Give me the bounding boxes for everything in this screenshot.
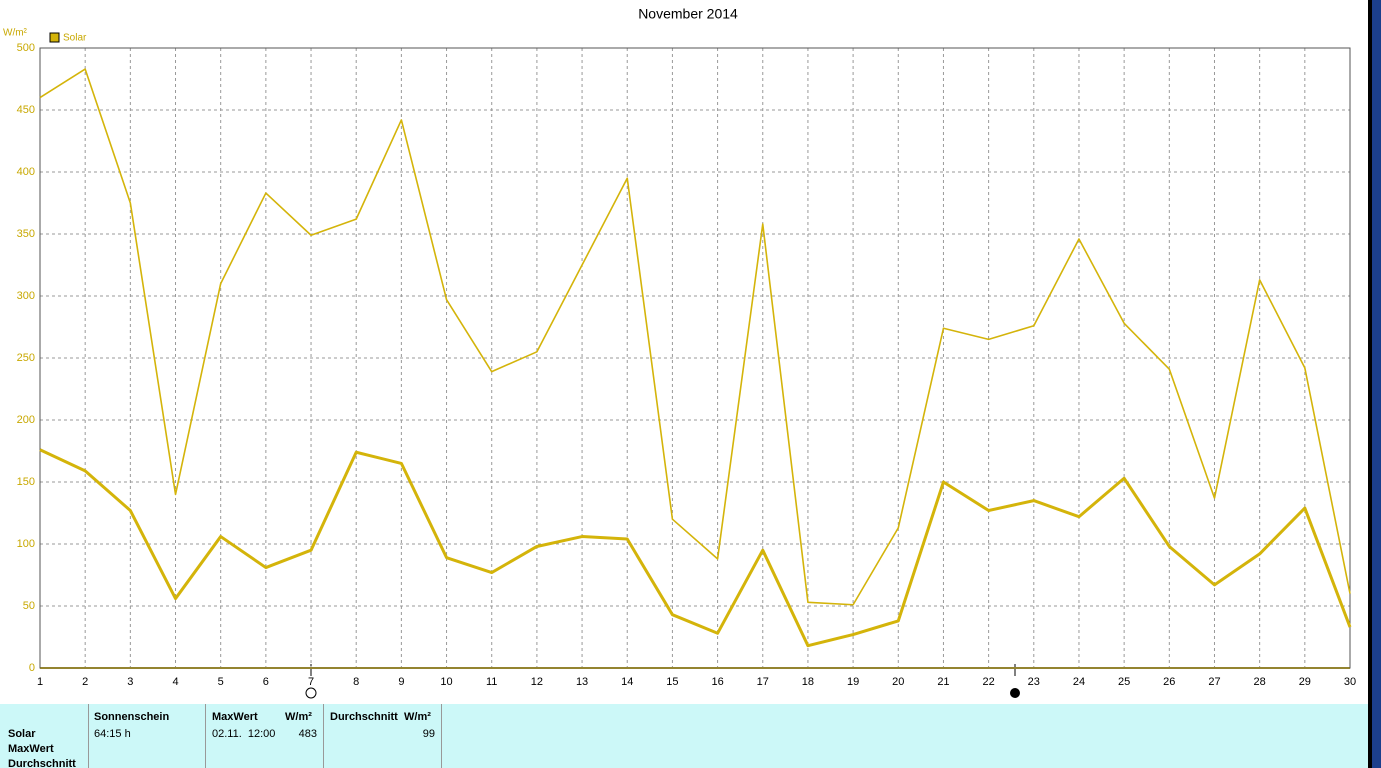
x-tick-label: 20: [892, 676, 904, 688]
y-tick-label: 150: [17, 476, 35, 488]
line-series: [39, 448, 1352, 648]
y-tick-label: 450: [17, 104, 35, 116]
window-edge: [1372, 0, 1381, 768]
y-tick-label: 300: [17, 290, 35, 302]
cell: 483: [298, 728, 317, 740]
column-header: MaxWert: [212, 711, 258, 723]
x-tick-label: 8: [353, 676, 359, 688]
separator: [205, 704, 206, 768]
x-tick-label: 27: [1208, 676, 1220, 688]
cell: 02.11. 12:00: [212, 728, 276, 740]
x-tick-label: 23: [1028, 676, 1040, 688]
moon-icon: [305, 687, 317, 699]
x-tick-label: 1: [37, 676, 43, 688]
x-tick-label: 13: [576, 676, 588, 688]
line-series: [39, 68, 1351, 606]
row-label: Solar: [8, 728, 36, 740]
row-label: MaxWert: [8, 743, 54, 755]
cell: 64:15 h: [94, 728, 131, 740]
separator: [323, 704, 324, 768]
column-unit: W/m²: [285, 711, 312, 723]
x-tick-label: 14: [621, 676, 633, 688]
x-tick-label: 16: [711, 676, 723, 688]
x-tick-label: 12: [531, 676, 543, 688]
x-tick-label: 30: [1344, 676, 1356, 688]
x-tick-label: 10: [440, 676, 452, 688]
x-tick-label: 6: [263, 676, 269, 688]
y-tick-label: 500: [17, 42, 35, 54]
legend-swatch: [49, 32, 60, 43]
moon-icon: [1010, 688, 1020, 698]
column-header: Durchschnitt: [330, 711, 398, 723]
x-tick-label: 9: [398, 676, 404, 688]
x-tick-label: 4: [172, 676, 178, 688]
y-tick-label: 200: [17, 414, 35, 426]
cell: 99: [422, 728, 435, 740]
x-tick-label: 7: [308, 676, 314, 688]
x-tick-label: 22: [982, 676, 994, 688]
y-tick-label: 400: [17, 166, 35, 178]
x-tick-label: 25: [1118, 676, 1130, 688]
y-tick-label: 0: [29, 662, 35, 674]
y-tick-label: 100: [17, 538, 35, 550]
chart-title: November 2014: [638, 6, 738, 22]
summary-table: Solar MaxWert Durchschnitt Sonnenschein …: [0, 704, 1368, 768]
separator: [441, 704, 442, 768]
x-tick-label: 21: [937, 676, 949, 688]
x-tick-label: 17: [757, 676, 769, 688]
y-tick-label: 50: [23, 600, 35, 612]
separator: [88, 704, 89, 768]
legend-label: Solar: [63, 33, 87, 44]
y-tick-label: 250: [17, 352, 35, 364]
x-tick-label: 29: [1299, 676, 1311, 688]
y-unit: W/m²: [3, 28, 28, 39]
row-label: Durchschnitt: [8, 758, 76, 768]
plot-frame: [39, 47, 1351, 669]
x-tick-label: 18: [802, 676, 814, 688]
x-tick-label: 3: [127, 676, 133, 688]
x-tick-label: 26: [1163, 676, 1175, 688]
y-tick-label: 350: [17, 228, 35, 240]
chart: November 2014 W/m² Solar 050100150200250…: [3, 6, 1356, 699]
x-tick-label: 19: [847, 676, 859, 688]
x-tick-label: 11: [486, 676, 497, 688]
column-header: Sonnenschein: [94, 711, 170, 723]
x-tick-label: 15: [666, 676, 678, 688]
x-tick-label: 5: [218, 676, 224, 688]
x-tick-label: 24: [1073, 676, 1085, 688]
column-unit: W/m²: [404, 711, 431, 723]
x-tick-label: 28: [1254, 676, 1266, 688]
x-tick-label: 2: [82, 676, 88, 688]
